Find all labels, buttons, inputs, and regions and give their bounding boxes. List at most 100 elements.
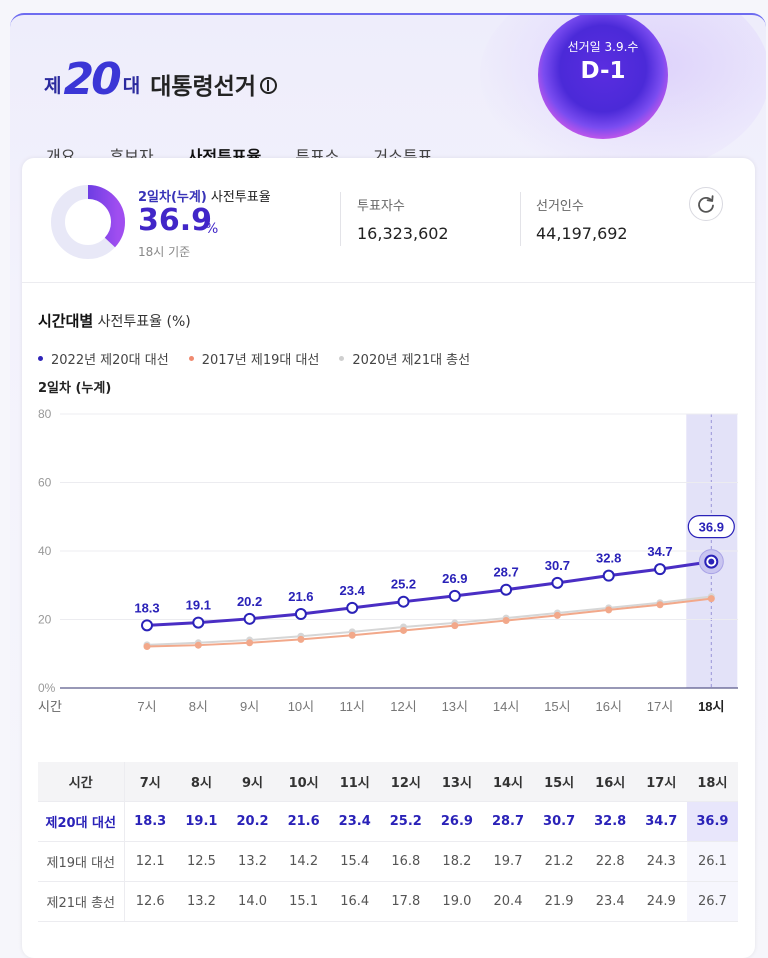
electorate-label: 선거인수 [536,199,584,214]
table-cell: 14.0 [226,881,279,922]
table-cell: 34.7 [635,801,687,842]
table-cell: 18.3 [124,801,176,842]
table-cell: 21.6 [278,801,330,842]
turnout-line-chart: 0% 20 40 60 80 시간 7시 8시 9시 10시 11시 12시 13시 14시 15시 16시 1… [38,407,738,714]
table-cell: 19.0 [431,881,483,922]
data-point [192,616,205,629]
electorate-value: 44,197,692 [536,224,628,243]
data-point [707,595,715,603]
table-cell: 15.4 [329,841,381,882]
table-cell: 26.9 [431,801,483,842]
table-cell: 25.2 [380,801,432,842]
turnout-label-text: 사전투표율 [206,190,271,205]
chart-title-unit: (%) [162,314,191,330]
table-cell: 12.6 [124,881,176,922]
data-point [502,617,510,625]
data-label: 32.8 [596,551,621,566]
turnout-card: 2일차(누계) 사전투표율 36.9 % 18시 기준 투표자수 16,323,… [22,158,755,958]
table-cell: 24.3 [635,841,687,882]
legend-item-20th[interactable]: 2022년 제20대 대선 [38,349,169,368]
voters-value: 16,323,602 [357,224,449,243]
table-column-header: 14시 [482,762,534,802]
divider [520,192,521,246]
table-cell: 19.7 [482,841,534,882]
data-point [602,569,615,582]
data-point [397,595,410,608]
chart-title-rest: 사전투표율 [93,314,163,330]
data-label: 34.7 [647,544,672,559]
table-row-header: 제21대 총선 [38,881,125,922]
table-cell: 17.8 [380,881,432,922]
data-label: 20.2 [237,594,262,609]
turnout-label: 2일차(누계) 사전투표율 [138,186,271,205]
refresh-icon [698,195,714,213]
y-tick-label: 60 [38,476,52,490]
turnout-donut [51,185,125,259]
table-cell: 14.2 [278,841,330,882]
refresh-button[interactable] [689,187,723,221]
data-point [400,626,407,634]
data-point [346,601,359,614]
data-point [605,606,613,614]
legend-item-21st[interactable]: 2020년 제21대 총선 [339,349,470,368]
chart-legend: 2022년 제20대 대선 2017년 제19대 대선 2020년 제21대 총… [38,349,490,368]
data-point [656,601,664,609]
table-column-header: 8시 [175,762,227,802]
legend-dot [188,356,194,361]
data-point [246,639,254,647]
data-label: 18.3 [134,600,159,615]
data-point [141,619,153,632]
table-cell: 24.9 [635,881,687,922]
series-line [146,595,712,646]
table-cell: 21.2 [533,841,585,882]
data-point [553,611,561,619]
turnout-table: 시간 7시 8시 9시 10시 11시 12시 13시 14시 15시 16시 17시 18시 제20대… [38,762,738,922]
table-cell: 20.2 [226,801,279,842]
x-tick-label: 15시 [544,699,570,714]
table-column-header: 16시 [584,762,636,802]
x-tick-label: 12시 [390,699,416,714]
table-row: 제19대 대선 12.1 12.5 13.2 14.2 15.4 16.8 18.2 19.7 2… [38,841,738,882]
data-label: 26.9 [442,571,467,586]
chart-subtitle: 2일차 (누계) [38,381,112,396]
table-cell: 23.4 [329,801,381,842]
donut-fill [51,185,125,259]
y-tick-label: 20 [38,613,52,627]
table-corner-header: 시간 [38,762,125,802]
logo-number: 20 [63,53,121,105]
chart-title: 시간대별 사전투표율 (%) [38,310,191,331]
turnout-label-day: 2일차(누계) [138,190,207,205]
turnout-summary: 2일차(누계) 사전투표율 36.9 % 18시 기준 투표자수 16,323,… [22,158,755,283]
table-column-header: 12시 [380,762,432,802]
data-label: 28.7 [493,565,518,580]
data-point [451,622,459,630]
table-cell: 12.1 [124,841,176,882]
logo-suffix: 대 [122,74,141,97]
table-column-header: 15시 [533,762,585,802]
data-label: 21.6 [288,589,313,604]
turnout-time: 18시 기준 [138,245,191,259]
table-row-header: 제20대 대선 [38,801,125,842]
data-point-center [708,558,715,565]
series-line [146,597,712,648]
table-column-header: 17시 [635,762,687,802]
x-tick-label: 14시 [493,699,519,714]
legend-dot [339,356,345,361]
x-axis-title: 시간 [38,699,62,714]
turnout-value: 36.9 [138,203,213,238]
table-cell: 18.2 [431,841,483,882]
chart-title-bold: 시간대별 [38,312,94,330]
table-row-header: 제19대 대선 [38,841,125,882]
legend-item-19th[interactable]: 2017년 제19대 대선 [188,349,320,368]
table-column-header: 9시 [226,762,279,802]
table-column-header: 18시 [686,762,738,802]
table-cell: 20.4 [482,881,534,922]
table-cell: 12.5 [175,841,227,882]
legend-label: 2017년 제19대 대선 [201,353,320,368]
election-logo[interactable]: 제 20 대 대통령선거 [44,49,278,109]
table-row: 제21대 총선 12.6 13.2 14.0 15.1 16.4 17.8 19.0 20.4 2… [38,881,738,922]
table-cell: 16.8 [380,841,432,882]
legend-label: 2020년 제21대 총선 [352,353,471,368]
table-cell: 28.7 [482,801,534,842]
turnout-unit: % [205,221,219,237]
